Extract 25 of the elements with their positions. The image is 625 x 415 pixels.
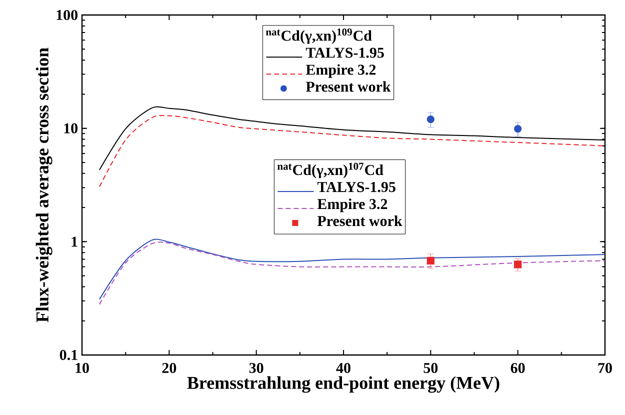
annotation: $^{nat}$Cd(γ,xn)$^{109}$Cd (266, 28, 372, 44)
y-tick-label: 1 (72, 236, 78, 247)
x-tick-label: 50 (424, 362, 438, 374)
x-tick-label: 60 (510, 362, 525, 374)
y-axis-title: Flux-weighted average cross section (36, 48, 52, 322)
x-tick-label: 30 (249, 362, 264, 374)
point (514, 260, 522, 268)
y-tick-label: 0.1 (60, 350, 78, 360)
legend-label: Present work (306, 81, 391, 92)
x-tick-label: 10 (76, 362, 89, 374)
point (426, 256, 434, 264)
legend-label: Empire 3.2 (317, 198, 388, 212)
y-tick-label: 100 (56, 10, 78, 20)
x-tick-label: 20 (162, 362, 176, 374)
annotation: $^{nat}$Cd(γ,xn)$^{107}$Cd (277, 162, 384, 178)
y-tick-label: 10 (64, 123, 78, 134)
x-axis-title: Bremsstrahlung end-point energy (MeV) (187, 376, 500, 393)
point (426, 116, 434, 124)
x-tick-label: 70 (598, 362, 612, 374)
point (514, 125, 522, 133)
legend-label: TALYS-1.95 (306, 48, 384, 58)
legend-label: Empire 3.2 (306, 64, 376, 78)
legend-label: Present work (317, 216, 402, 226)
x-tick-label: 40 (336, 362, 350, 374)
legend-label: TALYS-1.95 (317, 182, 396, 192)
